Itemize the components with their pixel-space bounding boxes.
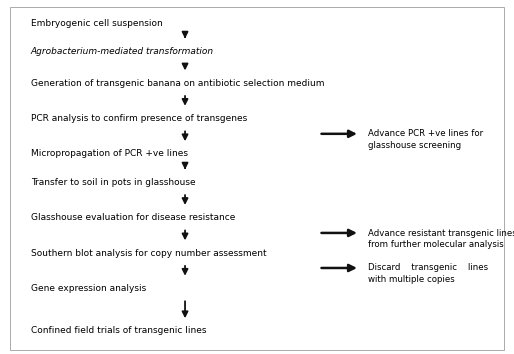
Text: Glasshouse evaluation for disease resistance: Glasshouse evaluation for disease resist… — [31, 213, 235, 222]
Text: Generation of transgenic banana on antibiotic selection medium: Generation of transgenic banana on antib… — [31, 79, 324, 88]
Text: Advance PCR +ve lines for
glasshouse screening: Advance PCR +ve lines for glasshouse scr… — [368, 130, 483, 150]
Text: Discard    transgenic    lines
with multiple copies: Discard transgenic lines with multiple c… — [368, 263, 488, 284]
FancyBboxPatch shape — [10, 7, 504, 350]
Text: PCR analysis to confirm presence of transgenes: PCR analysis to confirm presence of tran… — [31, 114, 247, 123]
Text: Southern blot analysis for copy number assessment: Southern blot analysis for copy number a… — [31, 249, 266, 258]
Text: Embryogenic cell suspension: Embryogenic cell suspension — [31, 18, 162, 28]
Text: Confined field trials of transgenic lines: Confined field trials of transgenic line… — [31, 326, 206, 336]
Text: Advance resistant transgenic lines
from further molecular analysis: Advance resistant transgenic lines from … — [368, 229, 514, 249]
Text: Gene expression analysis: Gene expression analysis — [31, 284, 146, 293]
Text: Transfer to soil in pots in glasshouse: Transfer to soil in pots in glasshouse — [31, 178, 195, 187]
Text: Micropropagation of PCR +ve lines: Micropropagation of PCR +ve lines — [31, 149, 188, 159]
Text: Agrobacterium-mediated transformation: Agrobacterium-mediated transformation — [31, 47, 214, 56]
